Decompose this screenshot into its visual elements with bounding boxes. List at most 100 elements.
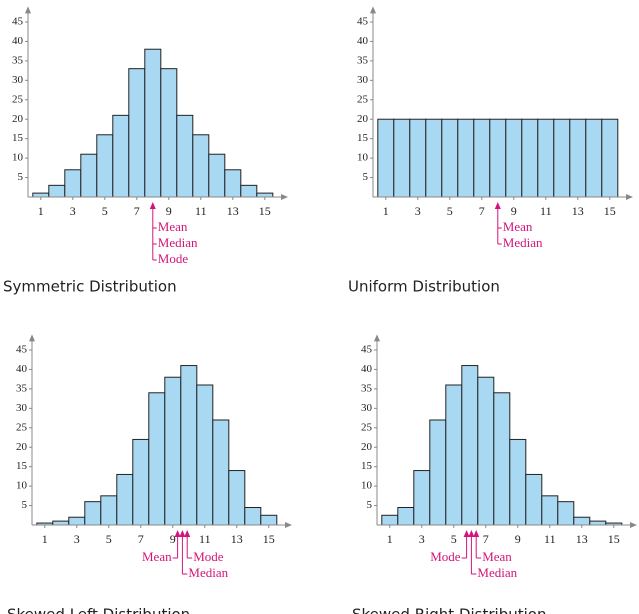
- marker-label: Mean: [158, 219, 188, 234]
- bar: [128, 68, 146, 198]
- x-tick-label: 7: [138, 532, 144, 546]
- chart-title: Symmetric Distribution: [3, 278, 177, 296]
- bar: [176, 114, 194, 198]
- bar: [160, 68, 178, 198]
- bar: [132, 438, 150, 526]
- marker-label: Mean: [482, 549, 512, 564]
- x-axis-arrow: [626, 194, 633, 200]
- bar: [569, 118, 587, 198]
- y-tick-label: 35: [357, 54, 369, 66]
- bar: [68, 516, 86, 526]
- bar: [505, 118, 523, 198]
- y-tick-label: 20: [357, 113, 369, 125]
- chart-title: Skewed Left Distribution: [7, 606, 190, 614]
- bar: [256, 192, 274, 198]
- chart-panel: 5101520253035404513579111315Skewed Left …: [7, 334, 292, 614]
- x-axis-arrow: [285, 522, 292, 528]
- x-axis-arrow: [630, 522, 637, 528]
- bar: [445, 384, 463, 526]
- y-tick-label: 35: [12, 54, 24, 66]
- y-tick-label: 5: [367, 499, 373, 511]
- x-tick-label: 11: [195, 204, 207, 218]
- y-tick-label: 5: [363, 171, 369, 183]
- y-tick-label: 15: [12, 132, 24, 144]
- bar: [96, 134, 114, 198]
- marker-arrow: [468, 530, 475, 537]
- bar: [260, 514, 278, 526]
- x-tick-label: 13: [231, 532, 243, 546]
- x-tick-label: 3: [419, 532, 425, 546]
- x-tick-label: 11: [544, 532, 556, 546]
- x-tick-label: 15: [259, 204, 271, 218]
- bar: [461, 365, 479, 526]
- y-tick-label: 20: [16, 441, 28, 453]
- x-tick-label: 7: [479, 204, 485, 218]
- bar: [413, 470, 431, 526]
- bar: [52, 520, 70, 526]
- x-tick-label: 1: [42, 532, 48, 546]
- y-tick-label: 45: [16, 344, 28, 356]
- bar: [100, 495, 118, 526]
- marker-label: Mean: [142, 549, 172, 564]
- y-tick-label: 20: [12, 113, 24, 125]
- bar: [589, 520, 607, 526]
- y-tick-label: 5: [18, 171, 24, 183]
- x-tick-label: 5: [447, 204, 453, 218]
- bar: [553, 118, 571, 198]
- marker-arrow: [174, 530, 181, 537]
- marker-arrow: [179, 530, 186, 537]
- bar: [441, 118, 459, 198]
- x-tick-label: 13: [572, 204, 584, 218]
- y-tick-label: 5: [22, 499, 28, 511]
- y-axis-arrow: [29, 334, 35, 342]
- bar: [196, 384, 214, 526]
- marker-label: Median: [503, 235, 543, 250]
- y-tick-label: 10: [16, 480, 28, 492]
- x-tick-label: 3: [74, 532, 80, 546]
- bar: [509, 438, 527, 526]
- x-tick-label: 9: [511, 204, 517, 218]
- bar: [212, 419, 230, 526]
- x-tick-label: 11: [199, 532, 211, 546]
- y-axis-arrow: [25, 6, 31, 14]
- y-tick-label: 30: [12, 74, 24, 86]
- y-tick-label: 30: [16, 402, 28, 414]
- x-tick-label: 15: [263, 532, 275, 546]
- bar: [521, 118, 539, 198]
- bar: [84, 501, 102, 526]
- bar: [377, 118, 395, 198]
- marker-arrow: [463, 530, 470, 537]
- bar: [537, 118, 555, 198]
- y-tick-label: 45: [12, 16, 24, 28]
- marker-label: Median: [188, 565, 228, 580]
- bar: [557, 501, 575, 526]
- y-tick-label: 10: [357, 152, 369, 164]
- y-tick-label: 25: [357, 93, 369, 105]
- bar: [144, 48, 162, 198]
- y-tick-label: 45: [357, 16, 369, 28]
- y-axis-arrow: [370, 6, 376, 14]
- bar: [429, 419, 447, 526]
- bar: [489, 118, 507, 198]
- bar: [477, 376, 495, 526]
- x-tick-label: 7: [483, 532, 489, 546]
- y-tick-label: 40: [16, 363, 28, 375]
- marker-label: Mean: [503, 219, 533, 234]
- x-tick-label: 9: [515, 532, 521, 546]
- y-tick-label: 40: [12, 35, 24, 47]
- marker-label: Mode: [158, 251, 189, 266]
- bar: [224, 169, 242, 198]
- x-tick-label: 3: [415, 204, 421, 218]
- x-tick-label: 9: [170, 532, 176, 546]
- bar: [393, 118, 411, 198]
- y-axis-arrow: [374, 334, 380, 342]
- bar: [244, 507, 262, 526]
- y-tick-label: 15: [357, 132, 369, 144]
- bar: [381, 514, 399, 526]
- x-tick-label: 9: [166, 204, 172, 218]
- y-tick-label: 10: [361, 480, 373, 492]
- bar: [473, 118, 491, 198]
